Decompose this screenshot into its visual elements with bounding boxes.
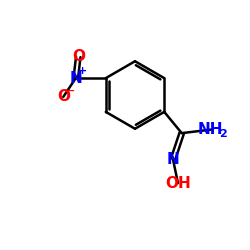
Text: +: + bbox=[78, 66, 88, 76]
Text: OH: OH bbox=[165, 176, 191, 190]
Text: −: − bbox=[66, 86, 76, 96]
Text: NH: NH bbox=[198, 122, 223, 137]
Text: O: O bbox=[72, 50, 85, 64]
Text: 2: 2 bbox=[220, 129, 227, 139]
Text: O: O bbox=[57, 90, 70, 104]
Text: N: N bbox=[166, 152, 179, 167]
Text: N: N bbox=[70, 70, 82, 86]
